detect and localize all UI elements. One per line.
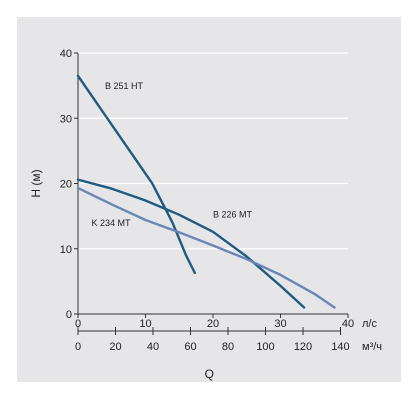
- x-axis-unit-primary: л/с: [362, 318, 377, 330]
- chart-panel: [17, 17, 401, 382]
- x2-tick-label-80: 80: [222, 341, 234, 353]
- tick-labels: 0 10 20 30 40 0 10 20 30 40 0 20 40 60 80 100 120 140: [60, 48, 354, 353]
- x-tick-label-40: 40: [342, 318, 354, 330]
- series-line-0: [76, 74, 196, 275]
- axes: [74, 52, 349, 335]
- y-tick-label-10: 10: [60, 244, 72, 256]
- y-tick-label-0: 0: [66, 309, 72, 321]
- x-tick-label-0: 0: [75, 318, 81, 330]
- x2-tick-label-60: 60: [184, 341, 196, 353]
- series-labels: B 251 HT B 226 MT K 234 MT: [92, 81, 253, 228]
- series-label-1: B 226 MT: [213, 209, 253, 219]
- x-tick-label-20: 20: [207, 318, 219, 330]
- x2-tick-label-100: 100: [256, 341, 274, 353]
- series-line-2: [76, 186, 336, 309]
- x-axis-unit-secondary: м³/ч: [362, 341, 382, 353]
- x2-tick-label-20: 20: [109, 341, 121, 353]
- grid: [78, 52, 348, 250]
- y-axis-title: H (м): [29, 169, 43, 197]
- x-tick-label-30: 30: [274, 318, 286, 330]
- x-axis-title: Q: [205, 367, 214, 381]
- x2-tick-label-0: 0: [75, 341, 81, 353]
- y-tick-label-40: 40: [60, 48, 72, 60]
- series-lines: [76, 74, 336, 309]
- x2-tick-label-120: 120: [294, 341, 312, 353]
- x2-tick-label-140: 140: [331, 341, 349, 353]
- x-tick-label-10: 10: [139, 318, 151, 330]
- series-label-0: B 251 HT: [105, 81, 144, 91]
- series-line-1: [76, 178, 306, 309]
- y-tick-label-30: 30: [60, 113, 72, 125]
- series-label-2: K 234 MT: [92, 218, 132, 228]
- y-tick-label-20: 20: [60, 179, 72, 191]
- x2-tick-label-40: 40: [147, 341, 159, 353]
